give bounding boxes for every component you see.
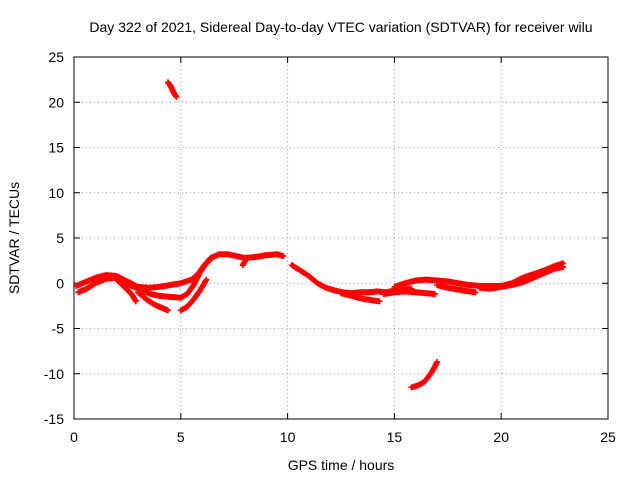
- data-point: [164, 307, 171, 314]
- data-point: [472, 289, 479, 296]
- series-arc-late-lower: [434, 282, 479, 296]
- axis-ticks: 0 5 10 15 20 25 -15 -10 -5 0 5 10 15 20 25: [44, 49, 616, 445]
- series-arc-late-c: [476, 263, 567, 292]
- y-tick-label: 20: [48, 94, 64, 110]
- data-point: [208, 254, 215, 261]
- data-point: [173, 93, 180, 100]
- series-arc-negative: [408, 358, 441, 391]
- data-point: [431, 291, 438, 298]
- x-axis-label: GPS time / hours: [288, 457, 395, 473]
- data-point: [560, 263, 567, 270]
- x-tick-label: 5: [177, 429, 185, 445]
- grid-lines: [74, 57, 608, 419]
- x-tick-label: 10: [280, 429, 296, 445]
- data-point: [209, 254, 216, 261]
- series-arc-high-4.5: [164, 79, 180, 100]
- y-tick-label: -5: [52, 321, 65, 337]
- series-arc-mid-c: [380, 288, 438, 298]
- y-axis-label: SDTVAR / TECUs: [6, 182, 22, 294]
- series-arc-drop-c: [177, 276, 210, 314]
- y-tick-label: 10: [48, 185, 64, 201]
- x-tick-label: 20: [493, 429, 509, 445]
- series-arc-main-lower: [75, 254, 216, 301]
- y-tick-label: 0: [56, 275, 64, 291]
- x-tick-label: 25: [600, 429, 616, 445]
- y-tick-label: 25: [48, 49, 64, 65]
- data-points: [73, 79, 567, 391]
- y-tick-label: 5: [56, 230, 64, 246]
- y-tick-label: -15: [44, 411, 64, 427]
- data-point: [203, 276, 210, 283]
- data-point: [132, 298, 139, 305]
- chart-title: Day 322 of 2021, Sidereal Day-to-day VTE…: [89, 19, 592, 35]
- data-point: [244, 255, 251, 262]
- series-arc-drop-a: [113, 276, 139, 305]
- series-arc-short-7.8: [239, 255, 251, 269]
- x-tick-label: 15: [387, 429, 403, 445]
- data-point: [434, 358, 441, 365]
- y-tick-label: 15: [48, 140, 64, 156]
- series-arc-drop-b: [135, 289, 171, 314]
- data-point: [376, 298, 383, 305]
- x-tick-label: 0: [70, 429, 78, 445]
- data-point: [280, 253, 287, 260]
- series-arc-mid-b: [338, 290, 383, 305]
- y-tick-label: -10: [44, 366, 64, 382]
- series-arc-main-upper: [73, 251, 287, 291]
